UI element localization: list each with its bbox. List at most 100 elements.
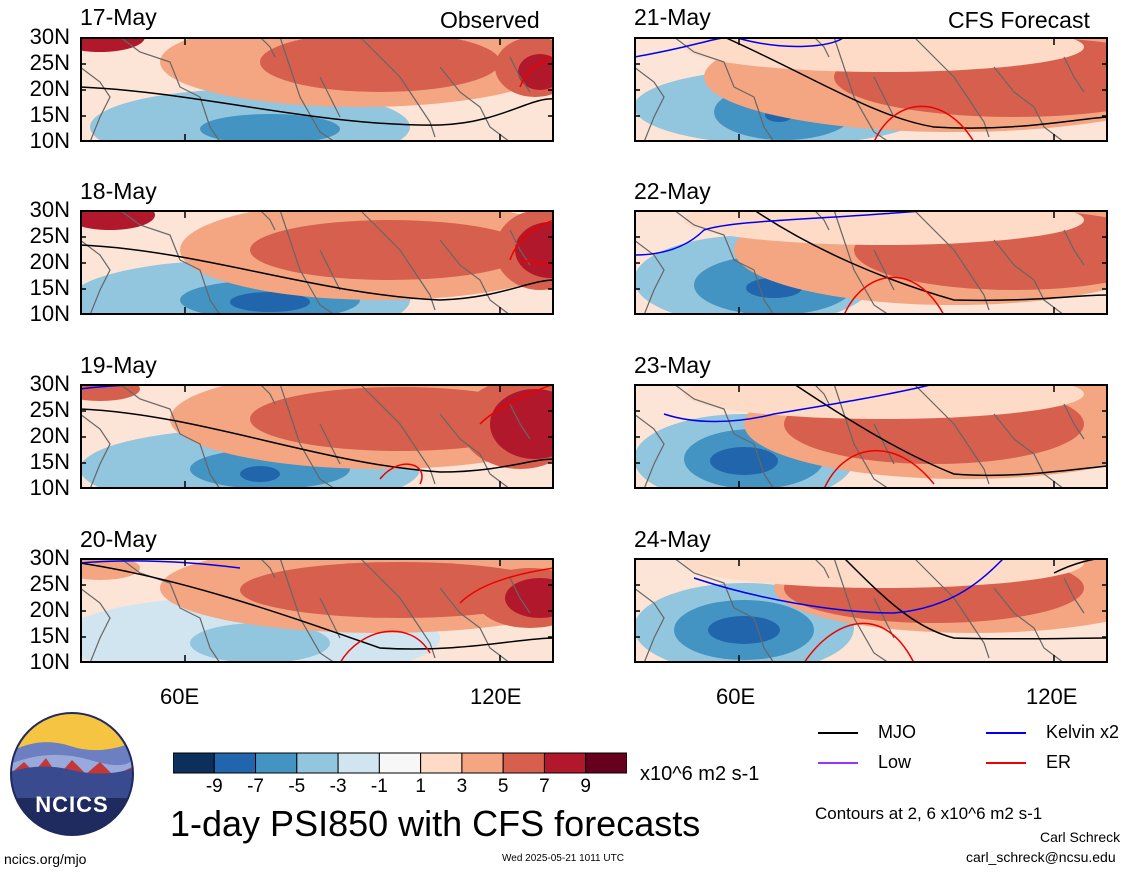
coastline: [673, 384, 775, 489]
lat-label: 30N: [29, 545, 70, 570]
map-panel-17-may: [80, 37, 554, 142]
coastline: [634, 587, 665, 663]
author-name: Carl Schreck: [1040, 829, 1121, 845]
anomaly-blob: [518, 54, 554, 90]
colorbar-tick-label: -5: [288, 776, 306, 797]
coastline: [833, 37, 890, 142]
coastline: [259, 37, 276, 58]
contour-line: [80, 86, 554, 126]
contour-line: [80, 560, 241, 569]
coastline: [873, 249, 895, 291]
coastline: [439, 413, 511, 489]
colorbar-swatch: [255, 752, 298, 774]
anomaly-blob: [684, 210, 1084, 245]
coastline: [509, 577, 531, 614]
panel-date-5: 21-May: [634, 4, 711, 30]
coastline: [993, 413, 1065, 489]
coastline: [279, 558, 336, 663]
coastline: [279, 37, 336, 142]
contour-line: [823, 449, 935, 489]
anomaly-blob: [80, 558, 140, 580]
map-panel-19-may: [80, 384, 554, 489]
coastline: [913, 558, 990, 659]
contour-line: [339, 630, 431, 663]
anomaly-blob: [710, 447, 778, 475]
coastline: [80, 587, 111, 663]
coastline: [119, 37, 221, 142]
coastline: [833, 210, 890, 315]
coastline: [1063, 56, 1085, 93]
lon-label-120e-left: 120E: [470, 684, 522, 709]
coastline: [279, 210, 336, 315]
coastline: [509, 56, 531, 93]
colorbar: [173, 752, 627, 774]
coastline: [993, 587, 1065, 663]
colorbar-swatch: [585, 752, 627, 774]
contour-line: [80, 562, 554, 650]
coastline: [509, 229, 531, 266]
ncics-logo: NCICS: [10, 712, 134, 836]
lat-label: 15N: [29, 623, 70, 648]
lat-label: 10N: [29, 301, 70, 326]
lat-label: 25N: [29, 397, 70, 422]
contour-line: [753, 210, 1108, 302]
lat-label: 20N: [29, 423, 70, 448]
lat-label: 25N: [29, 571, 70, 596]
lon-label-60e-left: 60E: [160, 684, 200, 709]
contour-line: [634, 210, 935, 256]
coastline: [833, 558, 890, 663]
coastline: [279, 384, 336, 489]
colorbar-tick-label: 1: [415, 776, 426, 797]
author-email[interactable]: carl_schreck@ncsu.edu: [966, 849, 1116, 865]
panel-date-2: 18-May: [80, 178, 157, 204]
anomaly-blob: [190, 623, 330, 663]
colorbar-swatch: [337, 752, 380, 774]
lat-label: 30N: [29, 197, 70, 222]
figure-title: 1-day PSI850 with CFS forecasts: [170, 803, 701, 844]
coastline: [813, 558, 830, 579]
anomaly-blob: [708, 616, 780, 644]
coastline: [813, 210, 830, 231]
colorbar-swatch: [420, 752, 463, 774]
colorbar-tick-label: 9: [580, 776, 591, 797]
panel-date-4: 20-May: [80, 526, 157, 552]
anomaly-blob: [200, 114, 340, 142]
timestamp: Wed 2025-05-21 1011 UTC: [502, 853, 624, 864]
contour-line: [379, 463, 423, 485]
colorbar-tick-label: -9: [205, 776, 223, 797]
map-panel-24-may: [634, 558, 1108, 663]
legend-line-mjo: [818, 732, 858, 734]
lat-label: 20N: [29, 76, 70, 101]
coastline: [439, 66, 511, 142]
coastline: [439, 587, 511, 663]
lat-label: 15N: [29, 449, 70, 474]
map-panel-21-may: [634, 37, 1108, 142]
lat-label: 10N: [29, 128, 70, 153]
coastline: [359, 37, 436, 138]
legend-label-low: Low: [878, 752, 912, 772]
coastline: [359, 558, 436, 659]
legend-label-mjo: MJO: [878, 722, 916, 742]
colorbar-swatch: [461, 752, 504, 774]
panel-date-1: 17-May: [80, 4, 157, 30]
panel-date-3: 19-May: [80, 352, 157, 378]
colorbar-tick-label: -7: [247, 776, 264, 797]
coastline: [813, 37, 830, 58]
lat-label: 30N: [29, 371, 70, 396]
lat-label: 15N: [29, 102, 70, 127]
site-url[interactable]: ncics.org/mjo: [4, 851, 87, 867]
anomaly-blob: [240, 466, 280, 482]
contour-line: [843, 558, 1108, 640]
coastline: [673, 210, 775, 315]
contours-note: Contours at 2, 6 x10^6 m2 s-1: [815, 804, 1043, 823]
colorbar-tick-label: -3: [329, 776, 347, 797]
legend-label-er: ER: [1046, 752, 1072, 772]
anomaly-blob: [80, 37, 145, 52]
lat-label: 10N: [29, 475, 70, 500]
coastline: [1063, 577, 1085, 614]
coastline: [319, 76, 341, 118]
coastline: [873, 423, 895, 465]
contour-line: [733, 37, 845, 48]
coastline: [634, 66, 665, 142]
